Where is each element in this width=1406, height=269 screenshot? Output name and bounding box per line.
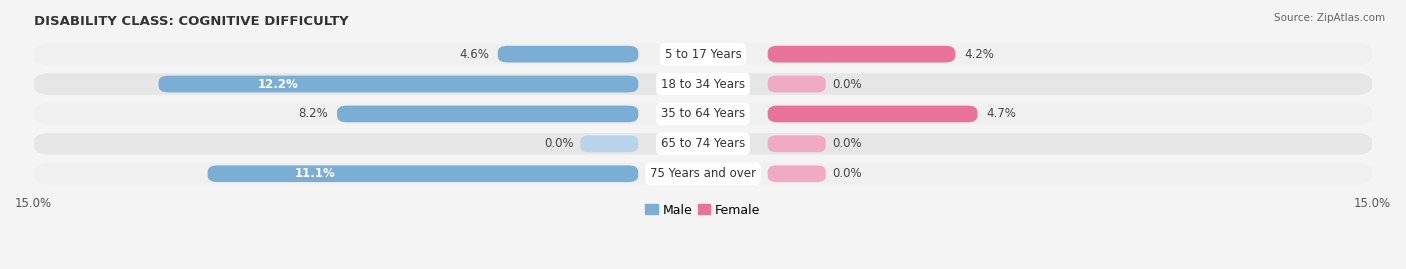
Text: 4.6%: 4.6% [458,48,489,61]
Text: 5 to 17 Years: 5 to 17 Years [665,48,741,61]
Text: 75 Years and over: 75 Years and over [650,167,756,180]
FancyBboxPatch shape [159,76,638,93]
FancyBboxPatch shape [768,105,977,122]
FancyBboxPatch shape [34,43,1372,65]
Text: Source: ZipAtlas.com: Source: ZipAtlas.com [1274,13,1385,23]
FancyBboxPatch shape [337,105,638,122]
FancyBboxPatch shape [768,136,825,152]
Text: 65 to 74 Years: 65 to 74 Years [661,137,745,150]
FancyBboxPatch shape [581,136,638,152]
Text: 18 to 34 Years: 18 to 34 Years [661,77,745,91]
FancyBboxPatch shape [34,103,1372,125]
Text: 0.0%: 0.0% [544,137,574,150]
Text: 11.1%: 11.1% [295,167,336,180]
Legend: Male, Female: Male, Female [641,199,765,222]
Text: 12.2%: 12.2% [259,77,299,91]
Text: 35 to 64 Years: 35 to 64 Years [661,107,745,121]
FancyBboxPatch shape [768,76,825,93]
Text: 8.2%: 8.2% [298,107,328,121]
Text: 0.0%: 0.0% [832,167,862,180]
FancyBboxPatch shape [208,165,638,182]
Text: DISABILITY CLASS: COGNITIVE DIFFICULTY: DISABILITY CLASS: COGNITIVE DIFFICULTY [34,15,349,28]
FancyBboxPatch shape [768,165,825,182]
FancyBboxPatch shape [34,163,1372,185]
Text: 0.0%: 0.0% [832,77,862,91]
Text: 4.7%: 4.7% [987,107,1017,121]
Text: 0.0%: 0.0% [832,137,862,150]
FancyBboxPatch shape [34,73,1372,95]
FancyBboxPatch shape [498,46,638,62]
FancyBboxPatch shape [768,46,955,62]
Text: 4.2%: 4.2% [965,48,994,61]
FancyBboxPatch shape [34,133,1372,155]
